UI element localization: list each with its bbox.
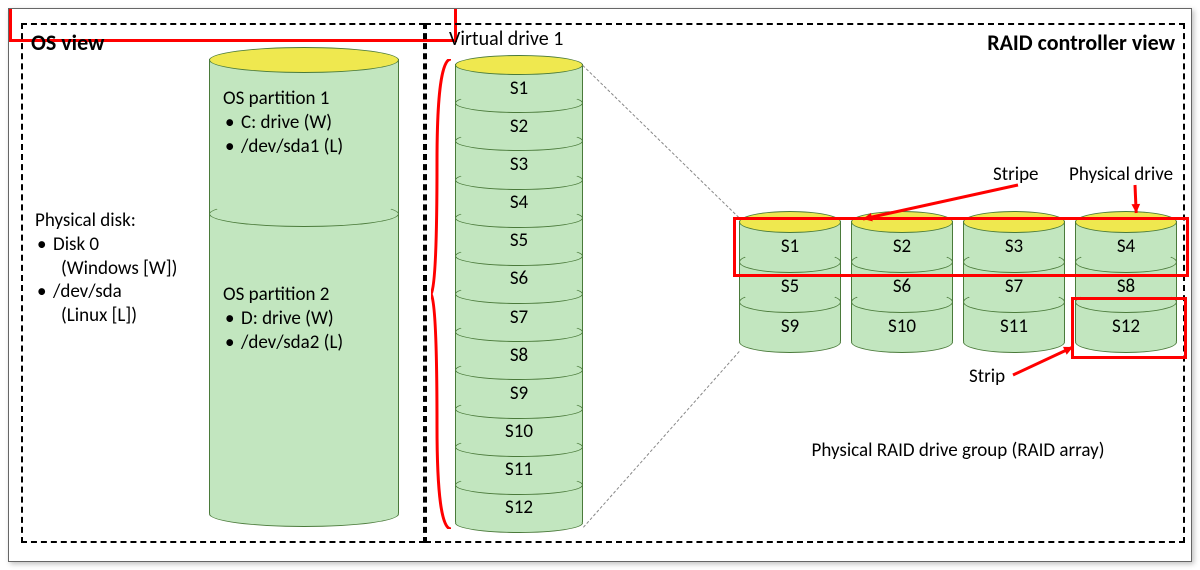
virtual-drive-title: Virtual drive 1 xyxy=(449,27,563,52)
array-label: Physical RAID drive group (RAID array) xyxy=(737,439,1179,463)
virtual-drive-slice: S8 xyxy=(455,344,583,367)
virtual-drive-slice: S2 xyxy=(455,115,583,138)
virtual-drive-slice: S5 xyxy=(455,229,583,252)
stripe-highlight-box xyxy=(733,217,1189,277)
physical-disk-note: (Windows [W]) xyxy=(35,257,177,281)
stripe-label: Stripe xyxy=(993,163,1039,187)
os-partition-line: D: drive (W) xyxy=(223,307,343,331)
os-view-title: OS view xyxy=(31,29,104,56)
diagram-root: OS view RAID controller view Physical di… xyxy=(0,0,1200,570)
os-partition-title: OS partition 1 xyxy=(223,87,343,111)
strip-label: Strip xyxy=(969,365,1005,389)
physical-disk-heading: Physical disk: xyxy=(35,209,177,233)
virtual-drive-slice: S3 xyxy=(455,153,583,176)
virtual-drive-slice: S10 xyxy=(455,420,583,443)
physical-drive-label: Physical drive xyxy=(1069,163,1173,187)
physical-disk-text: Physical disk: Disk 0(Windows [W])/dev/s… xyxy=(35,209,177,328)
virtual-drive-slice: S9 xyxy=(455,382,583,405)
virtual-drive-slice: S11 xyxy=(455,458,583,481)
physical-drive-slice: S10 xyxy=(851,315,953,338)
virtual-drive-slice: S12 xyxy=(455,496,583,519)
virtual-drive-slice: S6 xyxy=(455,267,583,290)
virtual-drive-slice: S4 xyxy=(455,191,583,214)
virtual-drive-slice: S7 xyxy=(455,306,583,329)
physical-disk-note: (Linux [L]) xyxy=(35,304,177,328)
os-partition-line: /dev/sda2 (L) xyxy=(223,331,343,355)
physical-drive-slice: S5 xyxy=(739,275,841,298)
os-disk-cylinder: OS partition 1C: drive (W)/dev/sda1 (L)O… xyxy=(209,47,399,525)
physical-drive-slice: S7 xyxy=(963,275,1065,298)
physical-drive-slice: S11 xyxy=(963,315,1065,338)
physical-drive-slice: S8 xyxy=(1075,275,1177,298)
physical-drive-slice: S6 xyxy=(851,275,953,298)
physical-drive-slice: S9 xyxy=(739,315,841,338)
virtual-drive-slice: S1 xyxy=(455,77,583,100)
physical-disk-item: /dev/sda xyxy=(35,280,177,304)
strip-highlight-box xyxy=(1071,297,1187,359)
raid-view-title: RAID controller view xyxy=(987,29,1175,56)
curly-brace xyxy=(431,59,451,529)
os-partition: OS partition 1C: drive (W)/dev/sda1 (L) xyxy=(223,87,343,158)
os-partition-title: OS partition 2 xyxy=(223,283,343,307)
outer-frame: OS view RAID controller view Physical di… xyxy=(8,8,1192,562)
virtual-drive-cylinder: S1 S2 S3 S4 S5 S6 S7 S8 S9 S10 S11 S12 xyxy=(455,55,583,531)
os-partition-line: C: drive (W) xyxy=(223,111,343,135)
os-partition-line: /dev/sda1 (L) xyxy=(223,135,343,159)
physical-disk-item: Disk 0 xyxy=(35,233,177,257)
os-partition: OS partition 2D: drive (W)/dev/sda2 (L) xyxy=(223,283,343,354)
